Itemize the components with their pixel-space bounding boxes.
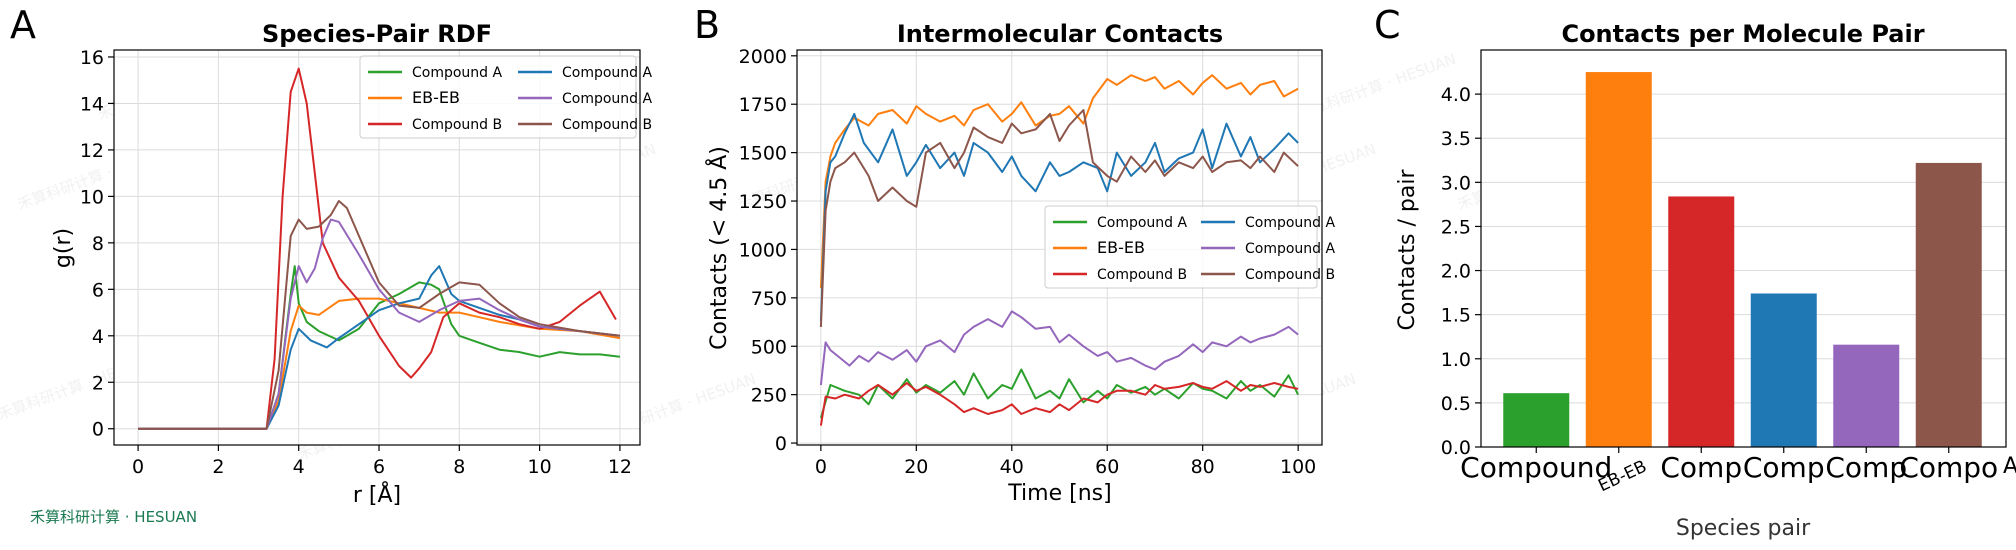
x-tick-label: Comp <box>1743 451 1825 484</box>
y-tick-label: 1000 <box>739 239 787 261</box>
x-tick-label: 40 <box>1000 456 1024 478</box>
legend-entry-label: EB-EB <box>412 88 460 107</box>
y-tick-label: 14 <box>80 93 104 115</box>
chart-title-b: Intermolecular Contacts <box>897 20 1223 48</box>
legend-entry-label: Compound A <box>562 65 653 81</box>
series-line-2 <box>819 380 1299 426</box>
x-tick-label: 8 <box>453 456 465 478</box>
series-line-3 <box>138 265 621 430</box>
series-line-4 <box>138 218 621 430</box>
x-axis-label-b: Time [ns] <box>1007 481 1111 506</box>
x-tick-label: 100 <box>1280 456 1316 478</box>
y-tick-label: 750 <box>751 288 787 310</box>
x-tick-label: Compo <box>1899 451 1998 484</box>
x-tick-label: 6 <box>373 456 385 478</box>
y-tick-label: 1250 <box>739 191 787 213</box>
x-tick-label: Compound <box>1460 451 1612 484</box>
y-tick-label: 500 <box>751 336 787 358</box>
series-line-4 <box>819 310 1299 386</box>
bar-3 <box>1750 293 1817 447</box>
legend-entry-label: Compound B <box>1245 267 1335 283</box>
y-tick-label: 16 <box>80 47 104 69</box>
x-tick-label: 4 <box>293 456 305 478</box>
y-axis-label-b: Contacts (< 4.5 Å) <box>705 146 732 350</box>
series-line-5 <box>138 200 621 430</box>
legend-entry-label: Compound A <box>1097 215 1188 231</box>
x-tick-label: 12 <box>608 456 632 478</box>
x-tick-label: Comp <box>1825 451 1907 484</box>
x-tick-label: Comp <box>1660 451 1742 484</box>
y-tick-label: 3.5 <box>1441 128 1471 150</box>
legend-entry-label: Compound A <box>412 65 503 81</box>
y-tick-label: 2000 <box>739 46 787 68</box>
legend-a: Compound A Compound A EB-EB Compound A Compo… <box>359 55 653 139</box>
bar-4 <box>1833 344 1900 447</box>
x-tick-label: 0 <box>815 456 827 478</box>
y-tick-label: 0.0 <box>1441 437 1471 459</box>
bar-2 <box>1668 196 1735 447</box>
y-tick-label: 3.0 <box>1441 172 1471 194</box>
x-tick-label: 0 <box>132 456 144 478</box>
y-tick-label: 0 <box>775 433 787 455</box>
x-tick-label: 20 <box>904 456 928 478</box>
x-tick-label: 2 <box>212 456 224 478</box>
legend-entry-label: Compound A <box>1245 241 1336 257</box>
series-line-5 <box>819 109 1299 327</box>
legend-entry-label: Compound B <box>412 117 502 133</box>
series-line-2 <box>138 67 617 430</box>
y-tick-label: 4.0 <box>1441 84 1471 106</box>
x-axis-label-a: r [Å] <box>353 481 401 508</box>
y-tick-label: 12 <box>80 140 104 162</box>
y-tick-label: 1750 <box>739 94 787 116</box>
legend-entry-label: Compound B <box>1097 267 1187 283</box>
panel-c-bar-chart: 0.00.51.01.52.02.53.03.54.0CompoundEB-EB… <box>1395 20 2016 541</box>
y-tick-label: 2.5 <box>1441 216 1471 238</box>
legend-entry-label: Compound A <box>1245 215 1336 231</box>
y-axis-label-c: Contacts / pair <box>1395 169 1420 331</box>
panel-label-a: A <box>10 3 36 47</box>
bar-0 <box>1503 393 1570 447</box>
x-tick-label: 60 <box>1095 456 1119 478</box>
series-line-0 <box>138 265 621 430</box>
y-tick-label: 2 <box>92 372 104 394</box>
y-tick-label: 10 <box>80 186 104 208</box>
y-tick-label: 1500 <box>739 143 787 165</box>
plot-frame-b <box>796 49 1323 446</box>
bar-5 <box>1915 162 1982 447</box>
plot-frame-a <box>113 49 641 446</box>
panel-label-b: B <box>694 3 720 47</box>
legend-entry-label: Compound B <box>562 117 652 133</box>
y-axis-label-a: g(r) <box>51 228 76 268</box>
legend-entry-label: Compound A <box>562 91 653 107</box>
x-tick-label: 80 <box>1191 456 1215 478</box>
x-axis-label-c: Species pair <box>1676 516 1811 541</box>
y-tick-label: 1.5 <box>1441 305 1471 327</box>
panel-b-contacts-chart: 0 20 40 60 80 1000250500750100012501500175020… <box>705 20 1336 506</box>
y-tick-label: 0.5 <box>1441 393 1471 415</box>
y-tick-label: 2.0 <box>1441 261 1471 283</box>
legend-box <box>359 55 637 139</box>
legend-b: Compound A Compound A EB-EB Compound A Compo… <box>1044 205 1336 289</box>
series-line-1 <box>138 297 621 430</box>
legend-box <box>1044 205 1318 289</box>
panel-label-c: C <box>1374 3 1401 47</box>
x-tick-label: 10 <box>528 456 552 478</box>
series-line-3 <box>819 112 1299 322</box>
y-tick-label: 1.0 <box>1441 349 1471 371</box>
bar-1 <box>1585 72 1652 448</box>
chart-title-a: Species-Pair RDF <box>262 20 492 48</box>
y-tick-label: 250 <box>751 385 787 407</box>
legend-entry-label: EB-EB <box>1097 238 1145 257</box>
chart-title-c: Contacts per Molecule Pair <box>1561 20 1924 48</box>
plot-frame-c <box>1480 49 2007 448</box>
x-tick-label-edge: A <box>2003 454 2016 479</box>
y-tick-label: 8 <box>92 233 104 255</box>
y-tick-label: 6 <box>92 279 104 301</box>
y-tick-label: 4 <box>92 326 104 348</box>
y-tick-label: 0 <box>92 419 104 441</box>
footer-watermark: 禾算科研计算 · HESUAN <box>30 508 198 526</box>
